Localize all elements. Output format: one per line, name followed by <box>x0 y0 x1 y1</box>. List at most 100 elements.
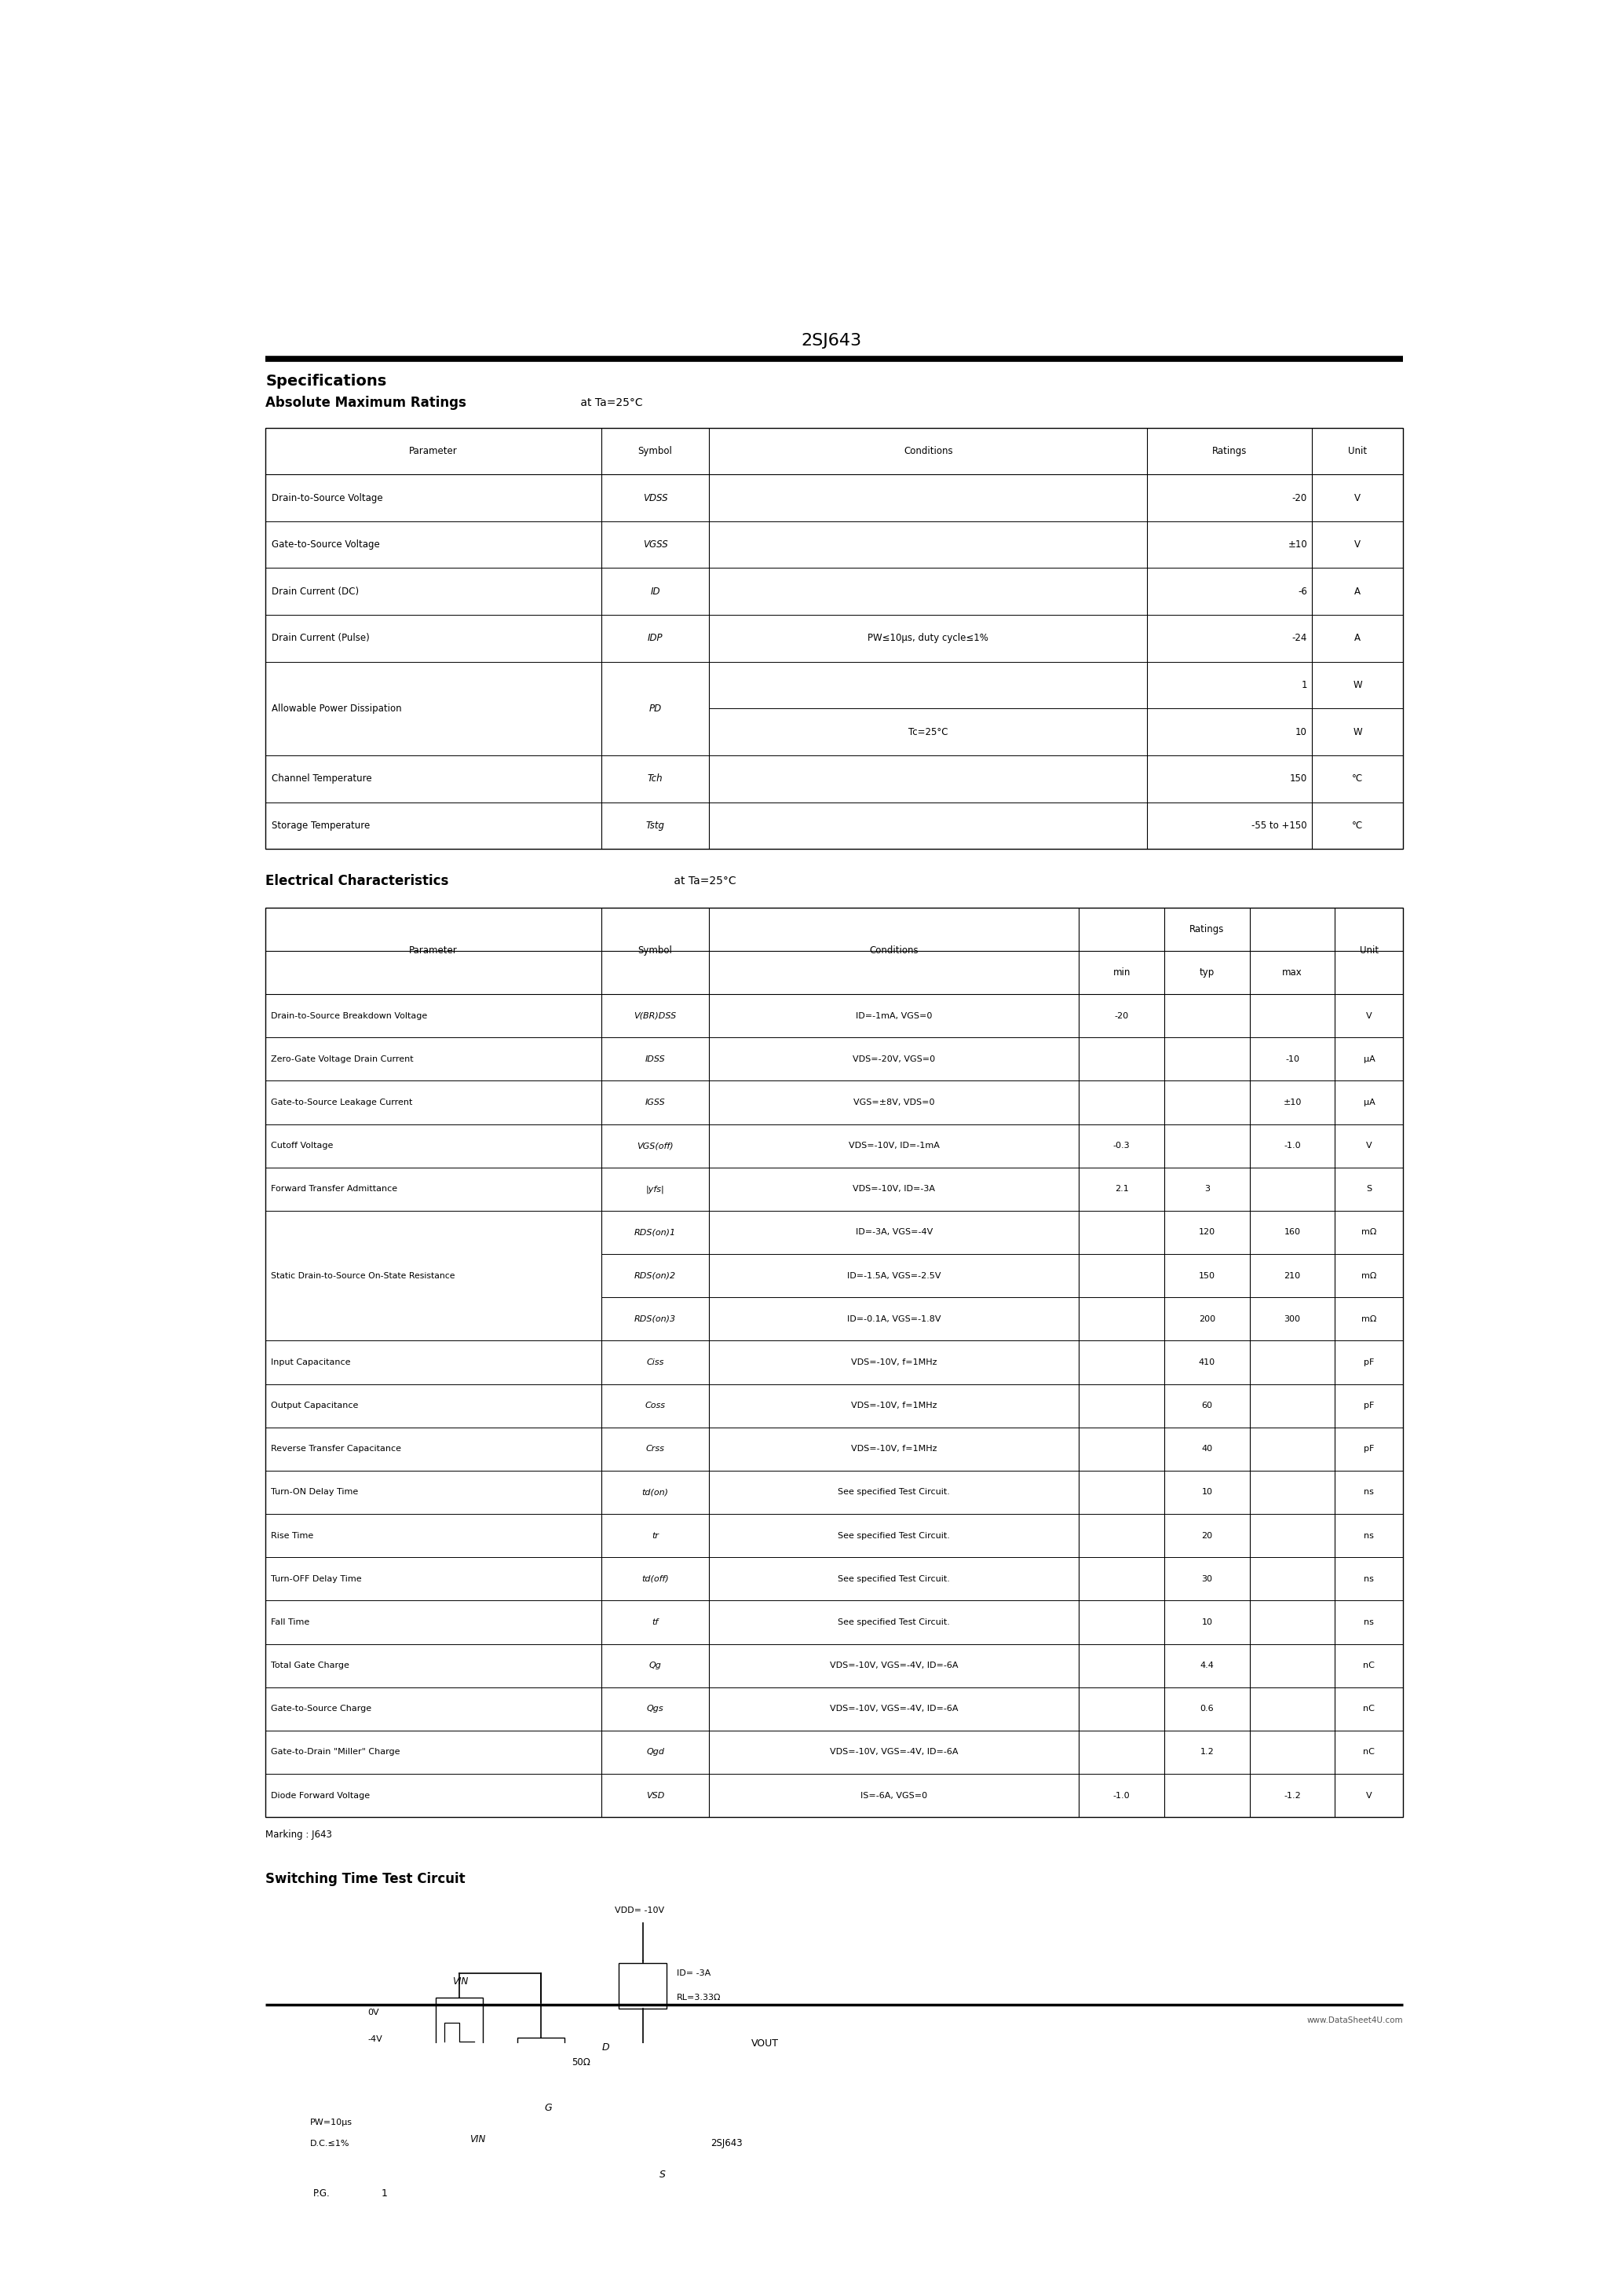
Text: Gate-to-Source Charge: Gate-to-Source Charge <box>271 1706 371 1713</box>
Text: ID=-3A, VGS=-4V: ID=-3A, VGS=-4V <box>855 1228 933 1235</box>
Text: |yfs|: |yfs| <box>646 1185 665 1194</box>
Text: VDS=-10V, f=1MHz: VDS=-10V, f=1MHz <box>852 1444 938 1453</box>
Text: V: V <box>1354 494 1361 503</box>
Text: td(on): td(on) <box>642 1488 668 1497</box>
Text: D: D <box>602 2043 610 2053</box>
Text: Parameter: Parameter <box>409 445 457 457</box>
Text: at Ta=25°C: at Ta=25°C <box>670 875 736 886</box>
Text: Gate-to-Source Voltage: Gate-to-Source Voltage <box>272 540 380 549</box>
Text: VSD: VSD <box>646 1791 665 1800</box>
Text: nC: nC <box>1362 1747 1375 1756</box>
Text: PD: PD <box>649 703 662 714</box>
Text: Tch: Tch <box>647 774 663 783</box>
Text: pF: pF <box>1364 1359 1374 1366</box>
Text: Drain Current (DC): Drain Current (DC) <box>272 585 358 597</box>
Text: -1.2: -1.2 <box>1283 1791 1301 1800</box>
Text: ±10: ±10 <box>1283 1097 1301 1107</box>
Text: ID=-0.1A, VGS=-1.8V: ID=-0.1A, VGS=-1.8V <box>847 1316 941 1322</box>
Text: -20: -20 <box>1114 1013 1129 1019</box>
Text: RDS(on)2: RDS(on)2 <box>634 1272 676 1279</box>
Text: mΩ: mΩ <box>1361 1272 1377 1279</box>
Text: ns: ns <box>1364 1531 1374 1541</box>
Text: 210: 210 <box>1285 1272 1301 1279</box>
Text: Drain-to-Source Voltage: Drain-to-Source Voltage <box>272 494 383 503</box>
Text: See specified Test Circuit.: See specified Test Circuit. <box>839 1488 950 1497</box>
Text: Unit: Unit <box>1359 946 1379 955</box>
Text: Forward Transfer Admittance: Forward Transfer Admittance <box>271 1185 397 1194</box>
Text: tr: tr <box>652 1531 659 1541</box>
Text: -55 to +150: -55 to +150 <box>1252 820 1307 831</box>
Text: nC: nC <box>1362 1706 1375 1713</box>
Text: -4V: -4V <box>368 2037 383 2043</box>
Text: Fall Time: Fall Time <box>271 1619 310 1626</box>
Text: Gate-to-Drain "Miller" Charge: Gate-to-Drain "Miller" Charge <box>271 1747 399 1756</box>
Text: min: min <box>1113 967 1131 978</box>
Text: 120: 120 <box>1199 1228 1215 1235</box>
Text: ±10: ±10 <box>1288 540 1307 549</box>
Text: 150: 150 <box>1199 1272 1215 1279</box>
Text: pF: pF <box>1364 1444 1374 1453</box>
Text: Static Drain-to-Source On-State Resistance: Static Drain-to-Source On-State Resistan… <box>271 1272 454 1279</box>
Text: 10: 10 <box>1202 1619 1213 1626</box>
Text: 60: 60 <box>1202 1403 1213 1410</box>
Text: -1.0: -1.0 <box>1285 1141 1301 1150</box>
Text: V(BR)DSS: V(BR)DSS <box>634 1013 676 1019</box>
Text: ns: ns <box>1364 1488 1374 1497</box>
Text: 20: 20 <box>1202 1531 1213 1541</box>
Text: 10: 10 <box>1296 728 1307 737</box>
Text: Diode Forward Voltage: Diode Forward Voltage <box>271 1791 370 1800</box>
Text: 2SJ643: 2SJ643 <box>710 2138 743 2149</box>
Text: -1.0: -1.0 <box>1113 1791 1131 1800</box>
Text: VIN: VIN <box>470 2135 485 2144</box>
Text: VGS=±8V, VDS=0: VGS=±8V, VDS=0 <box>853 1097 934 1107</box>
Text: S: S <box>660 2170 667 2179</box>
Text: Switching Time Test Circuit: Switching Time Test Circuit <box>266 1871 466 1885</box>
Text: tf: tf <box>652 1619 659 1626</box>
Text: See specified Test Circuit.: See specified Test Circuit. <box>839 1531 950 1541</box>
Text: Drain Current (Pulse): Drain Current (Pulse) <box>272 634 370 643</box>
Text: VDD= -10V: VDD= -10V <box>615 1908 663 1915</box>
Text: www.DataSheet4U.com: www.DataSheet4U.com <box>1307 2016 1403 2025</box>
Text: -0.3: -0.3 <box>1113 1141 1131 1150</box>
Text: RL=3.33Ω: RL=3.33Ω <box>676 1995 722 2002</box>
Bar <box>620 1963 667 2009</box>
Text: ns: ns <box>1364 1575 1374 1582</box>
Bar <box>357 2165 412 2220</box>
Text: VDS=-20V, VGS=0: VDS=-20V, VGS=0 <box>853 1056 936 1063</box>
Text: Zero-Gate Voltage Drain Current: Zero-Gate Voltage Drain Current <box>271 1056 414 1063</box>
Text: Parameter: Parameter <box>409 946 457 955</box>
Text: ID=-1mA, VGS=0: ID=-1mA, VGS=0 <box>856 1013 933 1019</box>
Text: td(off): td(off) <box>642 1575 668 1582</box>
Text: Cutoff Voltage: Cutoff Voltage <box>271 1141 333 1150</box>
Text: 0V: 0V <box>368 2009 380 2016</box>
Text: W: W <box>1353 680 1362 691</box>
Text: -10: -10 <box>1285 1056 1299 1063</box>
Text: 1: 1 <box>381 2188 388 2197</box>
Text: Conditions: Conditions <box>869 946 918 955</box>
Text: 3: 3 <box>1204 1185 1210 1194</box>
Text: G: G <box>545 2103 551 2112</box>
Text: Conditions: Conditions <box>903 445 952 457</box>
Text: VDS=-10V, ID=-3A: VDS=-10V, ID=-3A <box>853 1185 936 1194</box>
Text: ns: ns <box>1364 1619 1374 1626</box>
Text: See specified Test Circuit.: See specified Test Circuit. <box>839 1619 950 1626</box>
Text: V: V <box>1354 540 1361 549</box>
Text: PW≤10μs, duty cycle≤1%: PW≤10μs, duty cycle≤1% <box>868 634 989 643</box>
Text: VDSS: VDSS <box>642 494 668 503</box>
Text: -6: -6 <box>1298 585 1307 597</box>
Text: °C: °C <box>1353 820 1362 831</box>
Text: VOUT: VOUT <box>751 2039 779 2048</box>
Text: V: V <box>1366 1141 1372 1150</box>
Text: °C: °C <box>1353 774 1362 783</box>
Text: Absolute Maximum Ratings: Absolute Maximum Ratings <box>266 395 467 411</box>
Text: Channel Temperature: Channel Temperature <box>272 774 371 783</box>
Text: S: S <box>1366 1185 1372 1194</box>
Text: V: V <box>1366 1013 1372 1019</box>
Text: P.G.: P.G. <box>313 2188 331 2197</box>
Text: Symbol: Symbol <box>637 445 673 457</box>
Text: VDS=-10V, f=1MHz: VDS=-10V, f=1MHz <box>852 1359 938 1366</box>
Text: See specified Test Circuit.: See specified Test Circuit. <box>839 1575 950 1582</box>
Bar <box>266 907 1403 1816</box>
Text: Ratings: Ratings <box>1212 445 1247 457</box>
Text: Ciss: Ciss <box>647 1359 663 1366</box>
